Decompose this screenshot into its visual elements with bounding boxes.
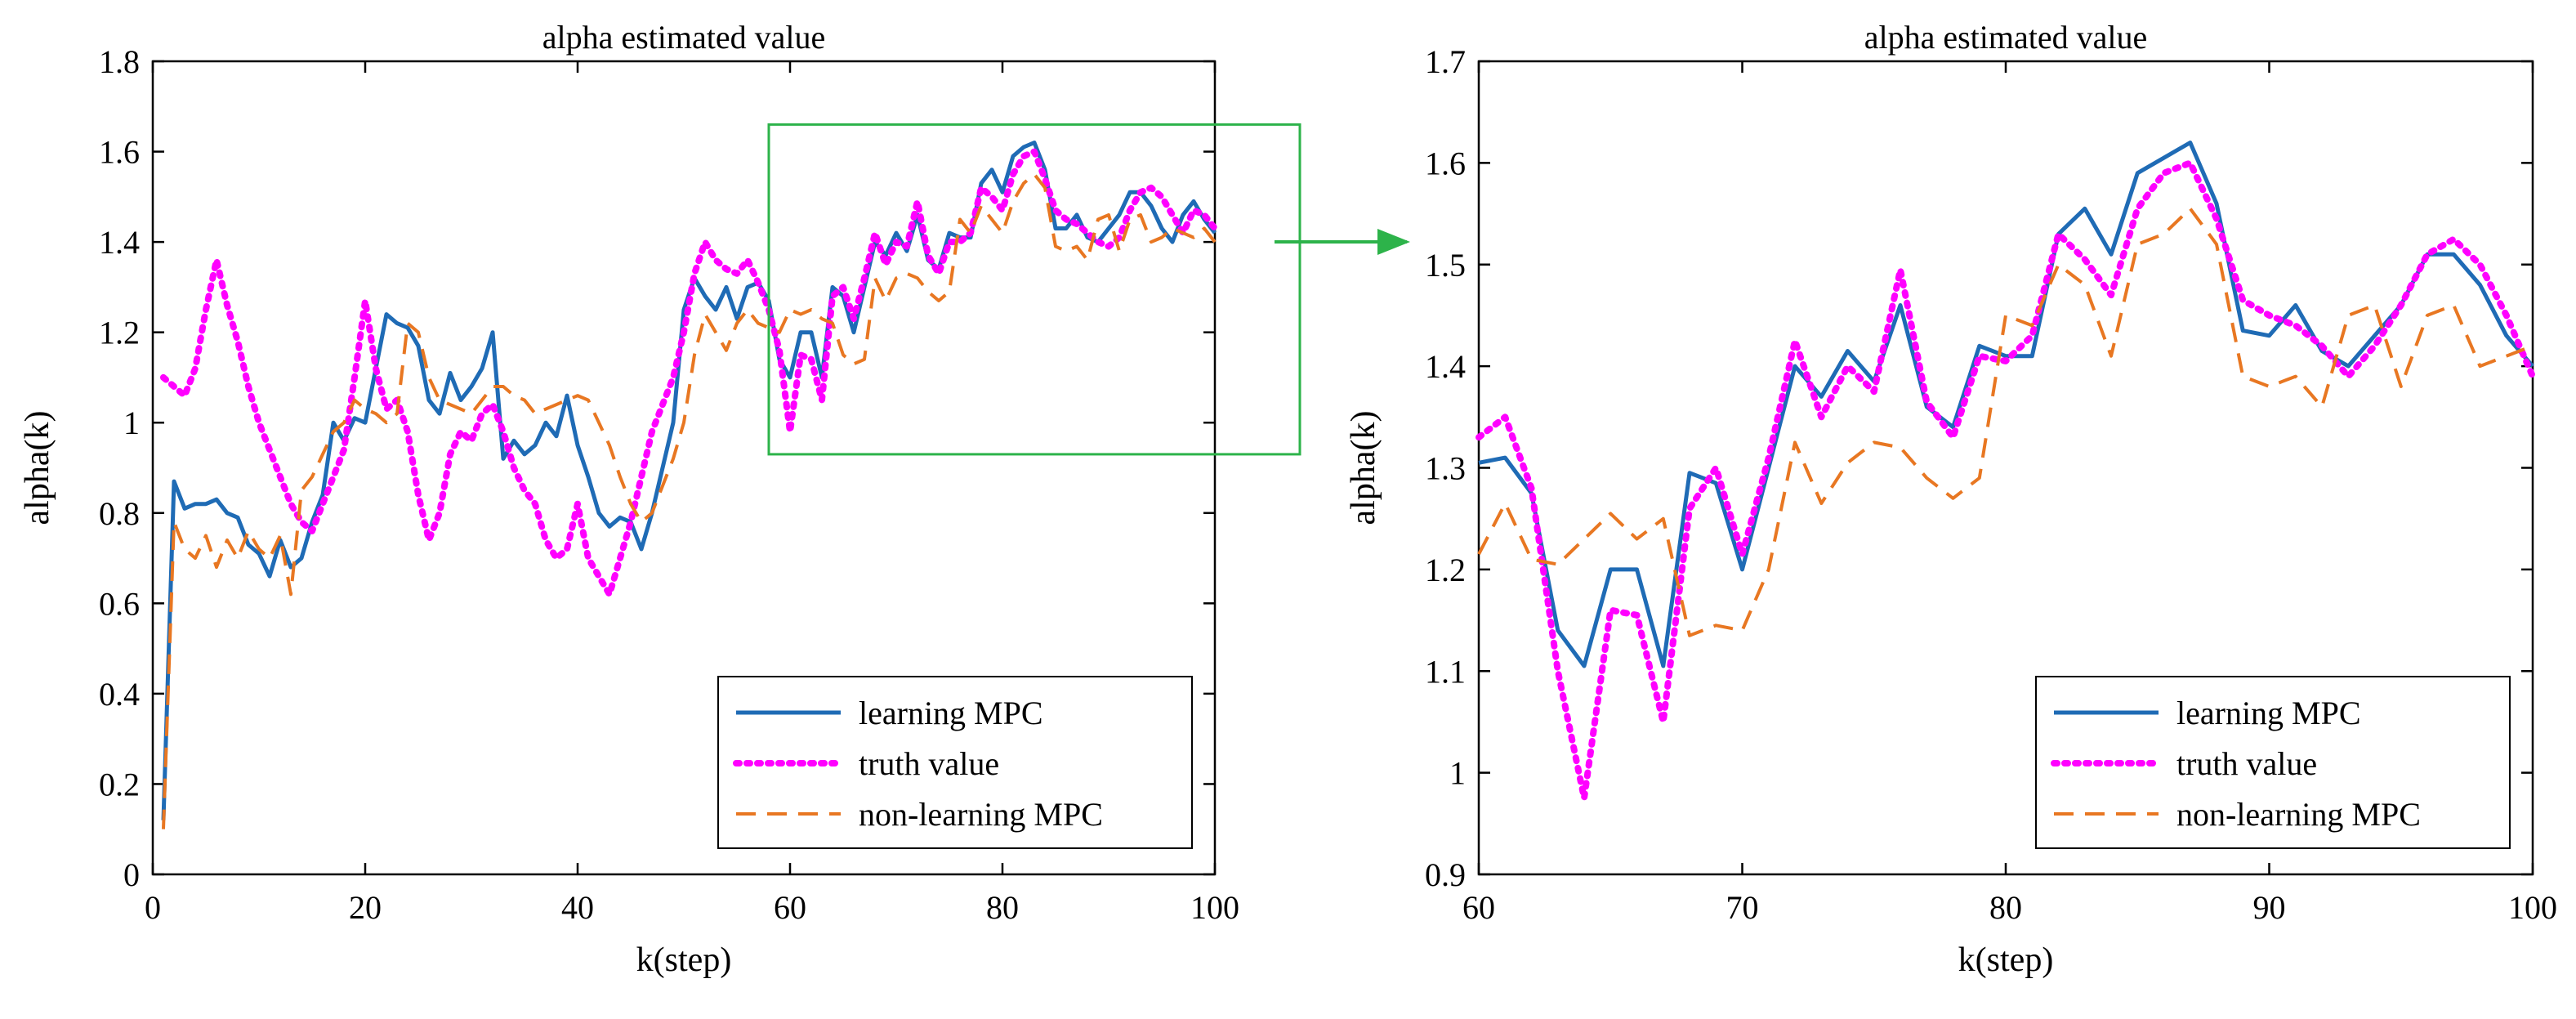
left-series-line-non-learning-mpc: [162, 172, 1217, 829]
right-legend: learning MPC truth value non-learning MP…: [2035, 676, 2511, 849]
right-x-tick-label-4: 100: [2508, 889, 2557, 926]
right-series-line-truth-value: [1476, 159, 2536, 802]
right-y-tick-label-6: 1.5: [1425, 247, 1466, 284]
left-chart-title: alpha estimated value: [542, 19, 826, 56]
left-y-tick-label-8: 1.6: [99, 134, 140, 171]
right-legend-label-truth: truth value: [2176, 745, 2317, 782]
right-ticks: 60 70 80 90 100 0.9 1 1.1 1.2 1.3 1.4 1.5 1.6 1.7: [1425, 43, 2557, 926]
right-y-tick-label-2: 1.1: [1425, 653, 1466, 690]
right-x-axis-label: k(step): [1958, 941, 2054, 979]
left-x-tick-label-5: 100: [1190, 889, 1239, 926]
left-x-tick-label-1: 20: [349, 889, 382, 926]
left-y-tick-label-5: 1: [123, 404, 140, 441]
left-y-tick-label-0: 0: [123, 856, 140, 893]
left-legend-label-nonlearning: non-learning MPC: [859, 796, 1103, 833]
left-y-tick-label-9: 1.8: [99, 43, 140, 80]
right-legend-label-nonlearning: non-learning MPC: [2176, 796, 2421, 833]
right-y-tick-label-3: 1.2: [1425, 552, 1466, 588]
left-y-tick-label-2: 0.4: [99, 676, 140, 713]
right-y-axis-label: alpha(k): [1345, 411, 1382, 525]
left-y-axis-label: alpha(k): [19, 411, 56, 525]
left-x-tick-label-3: 60: [774, 889, 806, 926]
left-legend-label-learning: learning MPC: [859, 695, 1043, 731]
right-y-tick-label-4: 1.3: [1425, 450, 1466, 487]
right-y-tick-label-7: 1.6: [1425, 145, 1466, 181]
right-y-tick-label-1: 1: [1449, 755, 1466, 792]
right-y-tick-label-8: 1.7: [1425, 43, 1466, 80]
left-ticks: 0 20 40 60 80 100 0 0.2 0.4 0.6 0.8 1 1.2 1.4 1.6 1.8: [99, 43, 1239, 926]
right-x-tick-label-3: 90: [2253, 889, 2286, 926]
right-series-lines: [1476, 141, 2536, 802]
right-y-tick-label-0: 0.9: [1425, 856, 1466, 893]
left-series-line-truth-value: [160, 148, 1218, 598]
right-y-tick-label-5: 1.4: [1425, 348, 1466, 385]
right-chart-title: alpha estimated value: [1864, 19, 2148, 56]
left-zoom-box: [767, 123, 1301, 456]
right-x-tick-label-0: 60: [1462, 889, 1495, 926]
left-series-lines: [160, 141, 1218, 829]
left-x-tick-label-2: 40: [561, 889, 594, 926]
right-chart: 60 70 80 90 100 0.9 1 1.1 1.2 1.3 1.4 1.5 1.6 1.7 alp…: [1345, 19, 2557, 979]
left-y-tick-label-1: 0.2: [99, 766, 140, 802]
left-plot-area: [151, 60, 1217, 876]
left-y-tick-label-7: 1.4: [99, 224, 140, 261]
left-axes-frame: [151, 60, 1217, 876]
right-series-line-non-learning-mpc: [1477, 207, 2534, 637]
left-x-tick-label-4: 80: [986, 889, 1019, 926]
right-x-tick-label-1: 70: [1726, 889, 1759, 926]
right-legend-label-learning: learning MPC: [2176, 695, 2361, 731]
left-legend: learning MPC truth value non-learning MP…: [717, 676, 1193, 849]
left-x-axis-label: k(step): [636, 941, 732, 979]
right-x-tick-label-2: 80: [1989, 889, 2022, 926]
left-y-tick-label-6: 1.2: [99, 315, 140, 351]
left-y-tick-label-4: 0.8: [99, 495, 140, 532]
left-zoom-box-group: [767, 123, 1301, 456]
left-y-tick-label-3: 0.6: [99, 585, 140, 622]
left-legend-label-truth: truth value: [859, 745, 999, 782]
right-series-line-learning-mpc: [1478, 141, 2534, 668]
left-x-tick-label-0: 0: [145, 889, 161, 926]
left-chart: 0 20 40 60 80 100 0 0.2 0.4 0.6 0.8 1 1.2 1.4 1.6 1.8 a…: [19, 19, 1301, 979]
